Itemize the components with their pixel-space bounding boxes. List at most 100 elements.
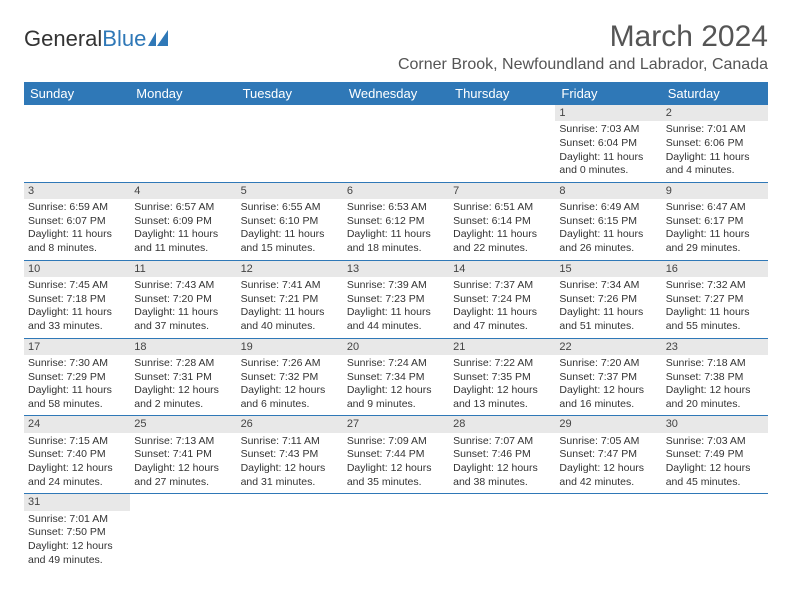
- day-number: [237, 494, 343, 496]
- sunset-text: Sunset: 6:06 PM: [666, 137, 764, 151]
- sunrise-text: Sunrise: 7:01 AM: [666, 123, 764, 137]
- sunrise-text: Sunrise: 7:43 AM: [134, 279, 232, 293]
- title-block: March 2024 Corner Brook, Newfoundland an…: [398, 20, 768, 74]
- calendar-day: 12Sunrise: 7:41 AMSunset: 7:21 PMDayligh…: [237, 261, 343, 338]
- calendar-day: [662, 494, 768, 571]
- sunset-text: Sunset: 7:31 PM: [134, 371, 232, 385]
- sunrise-text: Sunrise: 6:57 AM: [134, 201, 232, 215]
- sunrise-text: Sunrise: 7:26 AM: [241, 357, 339, 371]
- daylight-text: Daylight: 12 hours and 38 minutes.: [453, 462, 551, 489]
- daylight-text: Daylight: 12 hours and 31 minutes.: [241, 462, 339, 489]
- daylight-text: Daylight: 11 hours and 58 minutes.: [28, 384, 126, 411]
- daylight-text: Daylight: 11 hours and 33 minutes.: [28, 306, 126, 333]
- sunset-text: Sunset: 7:38 PM: [666, 371, 764, 385]
- day-number: 5: [237, 183, 343, 199]
- daylight-text: Daylight: 12 hours and 13 minutes.: [453, 384, 551, 411]
- day-body: Sunrise: 7:22 AMSunset: 7:35 PMDaylight:…: [449, 355, 555, 416]
- day-number: 23: [662, 339, 768, 355]
- daylight-text: Daylight: 11 hours and 0 minutes.: [559, 151, 657, 178]
- calendar-day: 7Sunrise: 6:51 AMSunset: 6:14 PMDaylight…: [449, 183, 555, 260]
- sunset-text: Sunset: 7:35 PM: [453, 371, 551, 385]
- sunset-text: Sunset: 7:50 PM: [28, 526, 126, 540]
- day-number: [130, 105, 236, 107]
- calendar-day: 30Sunrise: 7:03 AMSunset: 7:49 PMDayligh…: [662, 416, 768, 493]
- day-number: 21: [449, 339, 555, 355]
- sunrise-text: Sunrise: 6:59 AM: [28, 201, 126, 215]
- calendar-day: [24, 105, 130, 182]
- sunrise-text: Sunrise: 6:51 AM: [453, 201, 551, 215]
- calendar-header-row: Sunday Monday Tuesday Wednesday Thursday…: [24, 82, 768, 105]
- sunrise-text: Sunrise: 7:45 AM: [28, 279, 126, 293]
- calendar-body: 1Sunrise: 7:03 AMSunset: 6:04 PMDaylight…: [24, 105, 768, 571]
- calendar-day: [343, 494, 449, 571]
- weekday-header: Tuesday: [237, 82, 343, 105]
- sunrise-text: Sunrise: 6:53 AM: [347, 201, 445, 215]
- daylight-text: Daylight: 12 hours and 2 minutes.: [134, 384, 232, 411]
- day-body: Sunrise: 7:20 AMSunset: 7:37 PMDaylight:…: [555, 355, 661, 416]
- sunset-text: Sunset: 7:21 PM: [241, 293, 339, 307]
- day-number: 25: [130, 416, 236, 432]
- day-number: 22: [555, 339, 661, 355]
- sunrise-text: Sunrise: 7:41 AM: [241, 279, 339, 293]
- weekday-header: Thursday: [449, 82, 555, 105]
- sunset-text: Sunset: 6:14 PM: [453, 215, 551, 229]
- weekday-header: Saturday: [662, 82, 768, 105]
- daylight-text: Daylight: 11 hours and 26 minutes.: [559, 228, 657, 255]
- calendar-day: 29Sunrise: 7:05 AMSunset: 7:47 PMDayligh…: [555, 416, 661, 493]
- day-number: 7: [449, 183, 555, 199]
- daylight-text: Daylight: 11 hours and 15 minutes.: [241, 228, 339, 255]
- sunrise-text: Sunrise: 6:49 AM: [559, 201, 657, 215]
- calendar-day: [449, 105, 555, 182]
- calendar-day: 24Sunrise: 7:15 AMSunset: 7:40 PMDayligh…: [24, 416, 130, 493]
- daylight-text: Daylight: 12 hours and 9 minutes.: [347, 384, 445, 411]
- sunset-text: Sunset: 7:23 PM: [347, 293, 445, 307]
- sunrise-text: Sunrise: 7:28 AM: [134, 357, 232, 371]
- daylight-text: Daylight: 11 hours and 18 minutes.: [347, 228, 445, 255]
- day-number: 11: [130, 261, 236, 277]
- day-number: [662, 494, 768, 496]
- day-body: Sunrise: 6:55 AMSunset: 6:10 PMDaylight:…: [237, 199, 343, 260]
- day-number: 17: [24, 339, 130, 355]
- sunset-text: Sunset: 7:47 PM: [559, 448, 657, 462]
- day-number: 29: [555, 416, 661, 432]
- header: GeneralBlue March 2024 Corner Brook, New…: [24, 20, 768, 74]
- calendar-day: [130, 494, 236, 571]
- day-number: [343, 494, 449, 496]
- daylight-text: Daylight: 11 hours and 40 minutes.: [241, 306, 339, 333]
- sunset-text: Sunset: 7:40 PM: [28, 448, 126, 462]
- sunset-text: Sunset: 7:49 PM: [666, 448, 764, 462]
- daylight-text: Daylight: 12 hours and 49 minutes.: [28, 540, 126, 567]
- sunrise-text: Sunrise: 7:20 AM: [559, 357, 657, 371]
- sunrise-text: Sunrise: 7:39 AM: [347, 279, 445, 293]
- day-body: Sunrise: 6:51 AMSunset: 6:14 PMDaylight:…: [449, 199, 555, 260]
- daylight-text: Daylight: 11 hours and 44 minutes.: [347, 306, 445, 333]
- sunset-text: Sunset: 7:20 PM: [134, 293, 232, 307]
- calendar-day: [130, 105, 236, 182]
- sunrise-text: Sunrise: 7:09 AM: [347, 435, 445, 449]
- sunrise-text: Sunrise: 7:34 AM: [559, 279, 657, 293]
- daylight-text: Daylight: 11 hours and 8 minutes.: [28, 228, 126, 255]
- page: GeneralBlue March 2024 Corner Brook, New…: [0, 0, 792, 591]
- sunset-text: Sunset: 7:26 PM: [559, 293, 657, 307]
- calendar-day: 22Sunrise: 7:20 AMSunset: 7:37 PMDayligh…: [555, 339, 661, 416]
- sunset-text: Sunset: 6:09 PM: [134, 215, 232, 229]
- day-body: Sunrise: 6:49 AMSunset: 6:15 PMDaylight:…: [555, 199, 661, 260]
- sunrise-text: Sunrise: 7:05 AM: [559, 435, 657, 449]
- calendar-day: 31Sunrise: 7:01 AMSunset: 7:50 PMDayligh…: [24, 494, 130, 571]
- calendar-day: [555, 494, 661, 571]
- day-number: 8: [555, 183, 661, 199]
- daylight-text: Daylight: 12 hours and 20 minutes.: [666, 384, 764, 411]
- daylight-text: Daylight: 11 hours and 51 minutes.: [559, 306, 657, 333]
- daylight-text: Daylight: 12 hours and 16 minutes.: [559, 384, 657, 411]
- day-number: 30: [662, 416, 768, 432]
- sunset-text: Sunset: 6:10 PM: [241, 215, 339, 229]
- day-body: Sunrise: 7:32 AMSunset: 7:27 PMDaylight:…: [662, 277, 768, 338]
- day-body: Sunrise: 7:11 AMSunset: 7:43 PMDaylight:…: [237, 433, 343, 494]
- day-number: [130, 494, 236, 496]
- day-body: Sunrise: 7:30 AMSunset: 7:29 PMDaylight:…: [24, 355, 130, 416]
- flag-icon: [148, 26, 170, 52]
- month-title: March 2024: [398, 20, 768, 54]
- day-number: 2: [662, 105, 768, 121]
- day-body: Sunrise: 7:09 AMSunset: 7:44 PMDaylight:…: [343, 433, 449, 494]
- day-number: 18: [130, 339, 236, 355]
